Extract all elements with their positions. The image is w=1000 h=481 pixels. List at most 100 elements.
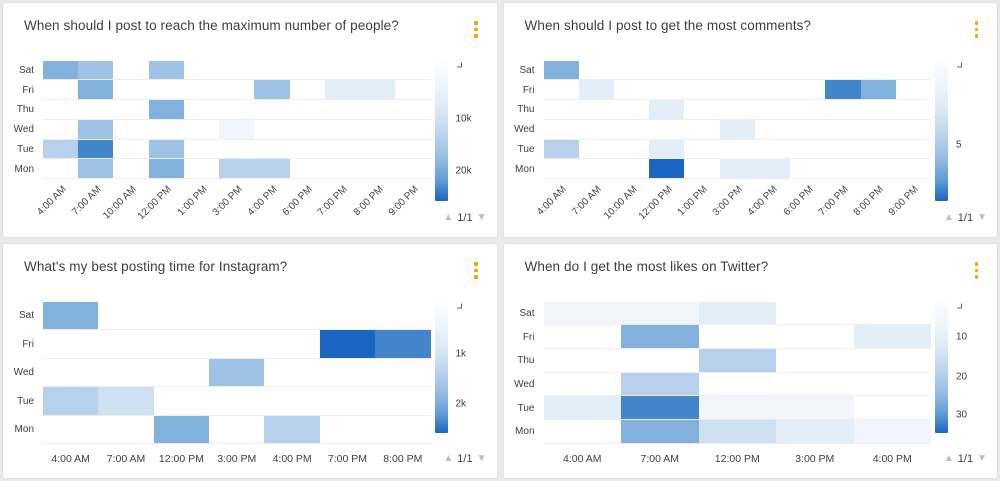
heatmap-cell[interactable] [375,330,431,358]
heatmap-cell [290,159,325,178]
heatmap-cell [684,100,719,119]
heatmap-cell[interactable] [860,80,896,100]
heatmap-cell[interactable] [578,80,614,100]
heatmap-cell[interactable] [43,139,79,159]
heatmap-cell[interactable] [209,358,265,386]
heatmap-cell[interactable] [360,80,396,100]
heatmap-cell[interactable] [543,139,579,159]
heatmap-cell [544,349,622,372]
y-axis-label: Wed [13,124,34,136]
heatmap-cell[interactable] [543,301,621,325]
heatmap-cell[interactable] [776,396,854,419]
heatmap-cell [360,159,395,178]
color-scale-gradient [434,60,448,201]
heatmap-cell[interactable] [153,415,210,443]
heatmap-cell[interactable] [719,159,755,179]
pagination: ▲ 1/1 ▼ [944,453,987,465]
heatmap-cell[interactable] [698,301,776,325]
page-up-icon[interactable]: ▲ [943,212,954,223]
heatmap-cell[interactable] [264,415,320,443]
heatmap-cell[interactable] [698,419,776,443]
heatmap-cell[interactable] [621,396,699,419]
heatmap-cell[interactable] [43,60,79,80]
heatmap-chart: Sat Fri Thu Wed Tue Mon 4:00 AM 7:00 AM 12:00 PM… [504,301,998,479]
page-down-icon[interactable]: ▼ [977,453,987,464]
heatmap-cell [861,159,896,178]
kebab-menu-icon[interactable] [972,260,982,281]
page-down-icon[interactable]: ▼ [476,453,487,464]
color-scale-gradient [434,301,448,433]
heatmap-cell [113,80,148,99]
heatmap-cell[interactable] [219,119,255,139]
heatmap-cell[interactable] [78,80,114,100]
heatmap-cell[interactable] [78,60,114,80]
heatmap-row-cells [43,301,431,330]
x-axis-label: 10:00 AM [601,184,640,222]
heatmap-cell[interactable] [853,419,931,443]
heatmap-cell[interactable] [649,139,685,159]
chevron-down-icon[interactable] [456,303,462,308]
page-up-icon[interactable]: ▲ [443,453,454,464]
heatmap-cell [320,302,375,330]
heatmap-cell [219,61,254,80]
chevron-down-icon[interactable] [957,303,962,308]
heatmap-cell[interactable] [254,159,290,179]
color-scale-tick-label: 2k [455,398,467,410]
heatmap-cell[interactable] [148,100,184,119]
heatmap-cell[interactable] [754,159,791,179]
kebab-menu-icon[interactable] [471,19,481,40]
heatmap-cell [896,140,931,159]
pagination: ▲ 1/1 ▼ [944,212,987,224]
color-scale: 1k 2k [434,301,493,433]
heatmap-row: Thu [504,348,931,373]
heatmap-cell[interactable] [649,159,685,179]
heatmap-cell[interactable] [543,60,579,80]
heatmap-cell[interactable] [825,80,861,100]
heatmap-cell[interactable] [698,396,776,419]
y-axis-label: Mon [515,426,535,438]
heatmap-cell[interactable] [621,372,699,396]
heatmap-cell[interactable] [621,325,699,348]
page-up-icon[interactable]: ▲ [943,453,954,464]
heatmap-cell[interactable] [43,387,99,415]
heatmap-cell[interactable] [98,387,154,415]
heatmap-cell[interactable] [148,139,184,159]
kebab-menu-icon[interactable] [471,260,481,281]
page-down-icon[interactable]: ▼ [476,212,487,223]
page-up-icon[interactable]: ▲ [443,212,454,223]
color-scale: 10 20 30 [935,301,993,433]
heatmap-cell[interactable] [148,60,184,80]
kebab-menu-icon[interactable] [972,19,982,40]
heatmap-cell[interactable] [649,100,685,119]
heatmap-cell [290,120,325,139]
heatmap-cell[interactable] [621,419,699,443]
chevron-down-icon[interactable] [456,62,462,67]
heatmap-cell[interactable] [698,348,776,372]
x-axis-label: 10:00 AM [101,184,139,222]
heatmap-cell[interactable] [853,325,931,348]
heatmap-cell[interactable] [543,396,621,419]
heatmap-cell[interactable] [148,159,184,179]
heatmap-cell[interactable] [324,80,361,100]
heatmap-cell[interactable] [776,419,854,443]
heatmap-cell[interactable] [719,119,755,139]
heatmap-cell[interactable] [78,119,114,139]
heatmap-cell [375,359,430,387]
heatmap-cell[interactable] [43,301,99,329]
page-down-icon[interactable]: ▼ [977,212,987,223]
heatmap-cell[interactable] [78,159,114,179]
heatmap-cell[interactable] [78,139,114,159]
heatmap-cell [320,387,375,415]
heatmap-cell[interactable] [621,301,699,325]
heatmap-cell[interactable] [254,80,290,100]
heatmap-cell [755,100,790,119]
x-axis-label: 9:00 PM [386,184,421,219]
chart-card-max-people: When should I post to reach the maximum … [2,2,498,238]
chevron-down-icon[interactable] [957,62,962,67]
heatmap-cell [614,61,649,80]
heatmap-cell[interactable] [219,159,255,179]
heatmap-cell [896,159,931,178]
heatmap-cell [649,80,684,99]
heatmap-cell[interactable] [319,330,376,358]
heatmap-cell [854,373,932,396]
